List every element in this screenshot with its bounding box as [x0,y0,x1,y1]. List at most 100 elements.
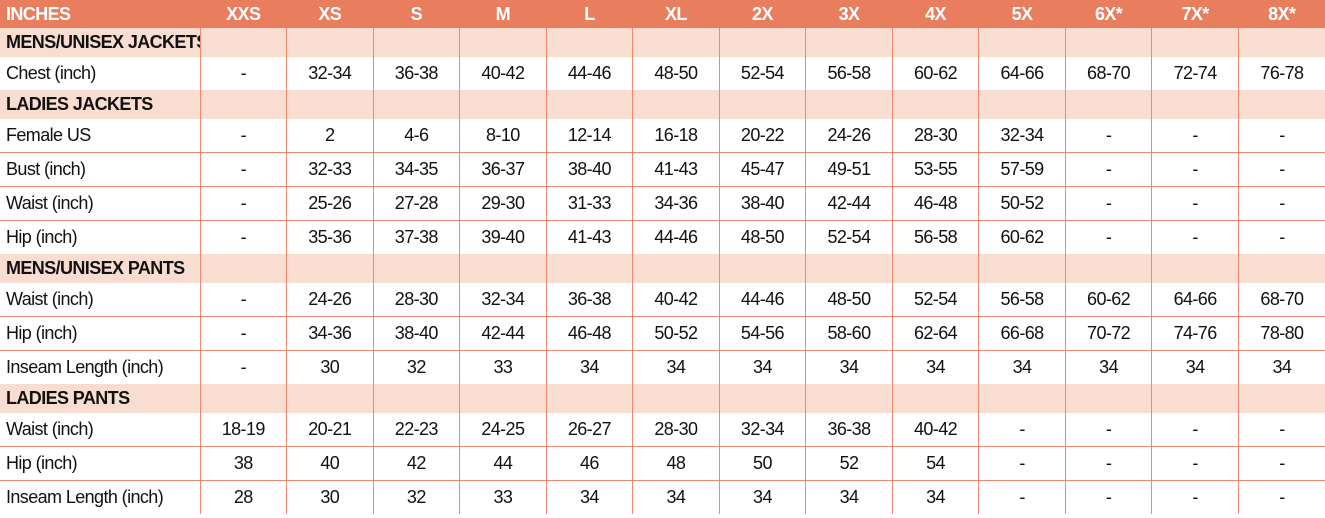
size-value-cell: 34 [1237,350,1325,384]
size-value-cell: 25-26 [286,186,374,221]
size-value-cell: 36-37 [459,152,547,187]
section-spacer-cell [1151,90,1239,119]
size-value-cell: 54 [891,446,979,481]
size-value-cell: 34 [632,480,720,514]
size-value-cell: 28-30 [372,283,460,317]
section-spacer-cell [1064,254,1152,283]
section-spacer-cell [891,384,979,413]
size-value-cell: 32 [372,350,460,384]
size-value-cell: 28-30 [632,413,720,447]
section-title: LADIES PANTS [0,384,200,413]
section-spacer-cell [1151,384,1239,413]
section-spacer-cell [978,254,1066,283]
size-value-cell: - [1151,413,1239,447]
section-row: MENS/UNISEX JACKETS [0,28,1325,57]
size-value-cell: - [199,186,287,221]
size-value-cell: 38-40 [545,152,633,187]
section-spacer-cell [1064,28,1152,57]
section-spacer-cell [545,384,633,413]
size-value-cell: 33 [459,480,547,514]
section-spacer-cell [632,254,720,283]
size-value-cell: 56-58 [805,57,893,90]
section-spacer-cell [1064,384,1152,413]
size-value-cell: 66-68 [978,316,1066,351]
size-value-cell: - [1064,413,1152,447]
size-value-cell: - [199,316,287,351]
section-spacer-cell [632,28,720,57]
size-value-cell: 35-36 [286,220,374,254]
section-row: LADIES JACKETS [0,90,1325,119]
row-label: Chest (inch) [6,63,96,83]
size-value-cell: - [1064,220,1152,254]
size-value-cell: 40-42 [459,57,547,90]
size-value-cell: 38-40 [718,186,806,221]
size-value-cell: - [1151,186,1239,221]
size-value-cell: - [1237,446,1325,481]
size-header: XXS [200,0,287,28]
section-spacer-cell [286,28,374,57]
size-value-cell: 34-36 [632,186,720,221]
section-spacer-cell [1237,254,1325,283]
row-label: Inseam Length (inch) [0,350,200,384]
size-value-cell: 52 [805,446,893,481]
section-spacer-cell [459,254,547,283]
table-row: Bust (inch) -32-33 34-35 36-37 38-40 41-43 45-… [0,152,1325,187]
section-spacer-cell [718,384,806,413]
size-value-cell: - [1237,413,1325,447]
size-value-cell: 31-33 [545,186,633,221]
size-value-cell: - [199,220,287,254]
section-spacer-cell [545,254,633,283]
size-value-cell: 76-78 [1237,57,1325,90]
size-value-cell: 34 [805,480,893,514]
size-value-cell: 74-76 [1151,316,1239,351]
size-value-cell: 48-50 [632,57,720,90]
size-value-cell: 72-74 [1151,57,1239,90]
size-value-cell: 41-43 [545,220,633,254]
size-value-cell: 46-48 [891,186,979,221]
section-spacer-cell [1064,90,1152,119]
size-value-cell: 58-60 [805,316,893,351]
size-value-cell: 32-33 [286,152,374,187]
size-value-cell: 30 [286,350,374,384]
size-value-cell: 32-34 [459,283,547,317]
size-value-cell: - [1151,119,1239,153]
size-value-cell: - [1151,220,1239,254]
section-spacer-cell [199,254,287,283]
size-value-cell: 34 [891,480,979,514]
section-spacer-cell [545,90,633,119]
size-value-cell: 27-28 [372,186,460,221]
header-label: INCHES [0,0,200,28]
size-value-cell: 50 [718,446,806,481]
size-value-cell: - [199,119,287,153]
section-spacer-cell [459,384,547,413]
size-value-cell: 56-58 [978,283,1066,317]
size-value-cell: - [978,413,1066,447]
size-value-cell: 41-43 [632,152,720,187]
size-value-cell: - [199,152,287,187]
size-value-cell: - [1151,446,1239,481]
size-header: 7X* [1151,0,1239,28]
size-value-cell: 64-66 [978,57,1066,90]
size-value-cell: 38 [199,446,287,481]
size-header: S [373,0,460,28]
row-label: Bust (inch) [0,152,200,187]
size-value-cell: 60-62 [891,57,979,90]
section-spacer-cell [372,28,460,57]
row-label: Waist (inch) [6,419,94,439]
size-value-cell: 68-70 [1064,57,1152,90]
size-header: XS [286,0,374,28]
size-value-cell: 40 [286,446,374,481]
size-value-cell: - [1237,186,1325,221]
size-value-cell: 34 [718,350,806,384]
size-value-cell: 34 [632,350,720,384]
section-spacer-cell [891,28,979,57]
section-spacer-cell [372,90,460,119]
size-value-cell: 26-27 [545,413,633,447]
size-value-cell: 48 [632,446,720,481]
section-spacer-cell [372,384,460,413]
size-value-cell: 20-22 [718,119,806,153]
section-spacer-cell [1237,384,1325,413]
table-row: Waist (inch) 18-19 20-21 22-23 24-25 26-27 28-… [0,413,1325,447]
size-value-cell: 68-70 [1237,283,1325,317]
section-spacer-cell [1151,28,1239,57]
